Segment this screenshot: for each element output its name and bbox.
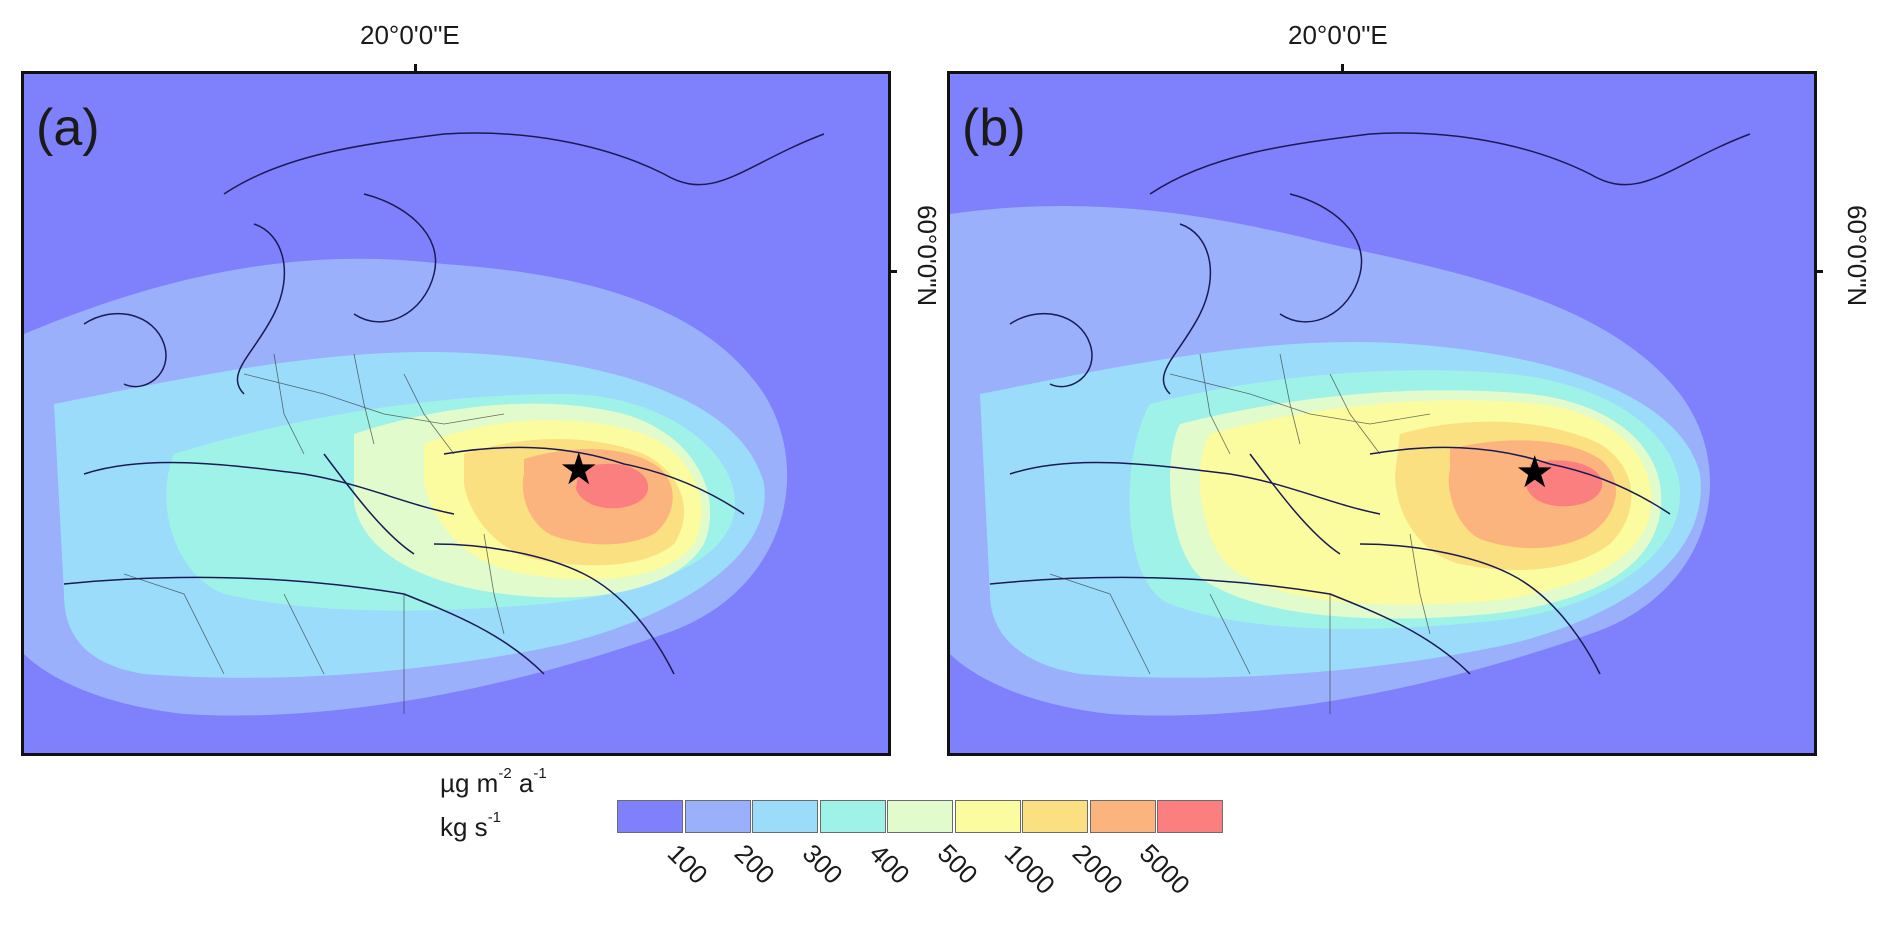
color-legend — [617, 800, 1225, 836]
map-b-svg: ★ — [950, 74, 1814, 753]
map-a-svg: ★ — [24, 74, 888, 753]
star-icon: ★ — [559, 445, 598, 494]
map-panel-a: ★ (a) — [21, 71, 891, 756]
border-lines — [1049, 353, 1431, 714]
legend-swatch — [752, 800, 818, 833]
legend-swatch — [1157, 800, 1223, 833]
lat-tick-a — [888, 270, 897, 273]
legend-tick-label: 1000 — [998, 838, 1061, 901]
legend-swatch — [887, 800, 953, 833]
legend-tick-label: 400 — [863, 838, 916, 890]
coastline-outlines — [989, 132, 1751, 675]
legend-swatch — [1089, 800, 1156, 833]
legend-swatch — [1022, 800, 1088, 833]
lat-label-b: 60°0'0"N — [1842, 205, 1872, 307]
border-lines — [123, 353, 505, 714]
lon-label-b: 20°0'0"E — [1288, 20, 1388, 50]
legend-swatch — [954, 800, 1021, 833]
legend-swatch — [617, 800, 683, 833]
lon-tick-b — [1341, 64, 1344, 73]
star-icon: ★ — [1515, 448, 1554, 497]
lat-label-a: 60°0'0"N — [912, 205, 942, 307]
contour-5000 — [576, 463, 649, 509]
unit-label-deposition: µg m-2 a-1 — [440, 765, 547, 798]
coastline-outlines — [63, 132, 825, 675]
legend-tick-label: 500 — [931, 838, 984, 890]
panel-b-label: (b) — [962, 99, 1026, 157]
unit-label-flux: kg s-1 — [440, 809, 502, 842]
legend-tick-label: 5000 — [1133, 838, 1196, 901]
legend-tick-label: 2000 — [1066, 838, 1129, 901]
legend-swatch — [819, 800, 886, 833]
lon-tick-a — [414, 64, 417, 73]
legend-swatch — [684, 800, 751, 833]
lon-label-a: 20°0'0"E — [360, 20, 460, 50]
map-panel-b: ★ (b) — [947, 71, 1817, 756]
legend-tick-label: 300 — [796, 838, 849, 890]
legend-tick-label: 200 — [728, 838, 781, 890]
lat-tick-b — [1814, 270, 1823, 273]
legend-tick-label: 100 — [661, 838, 714, 890]
panel-a-label: (a) — [36, 99, 100, 157]
